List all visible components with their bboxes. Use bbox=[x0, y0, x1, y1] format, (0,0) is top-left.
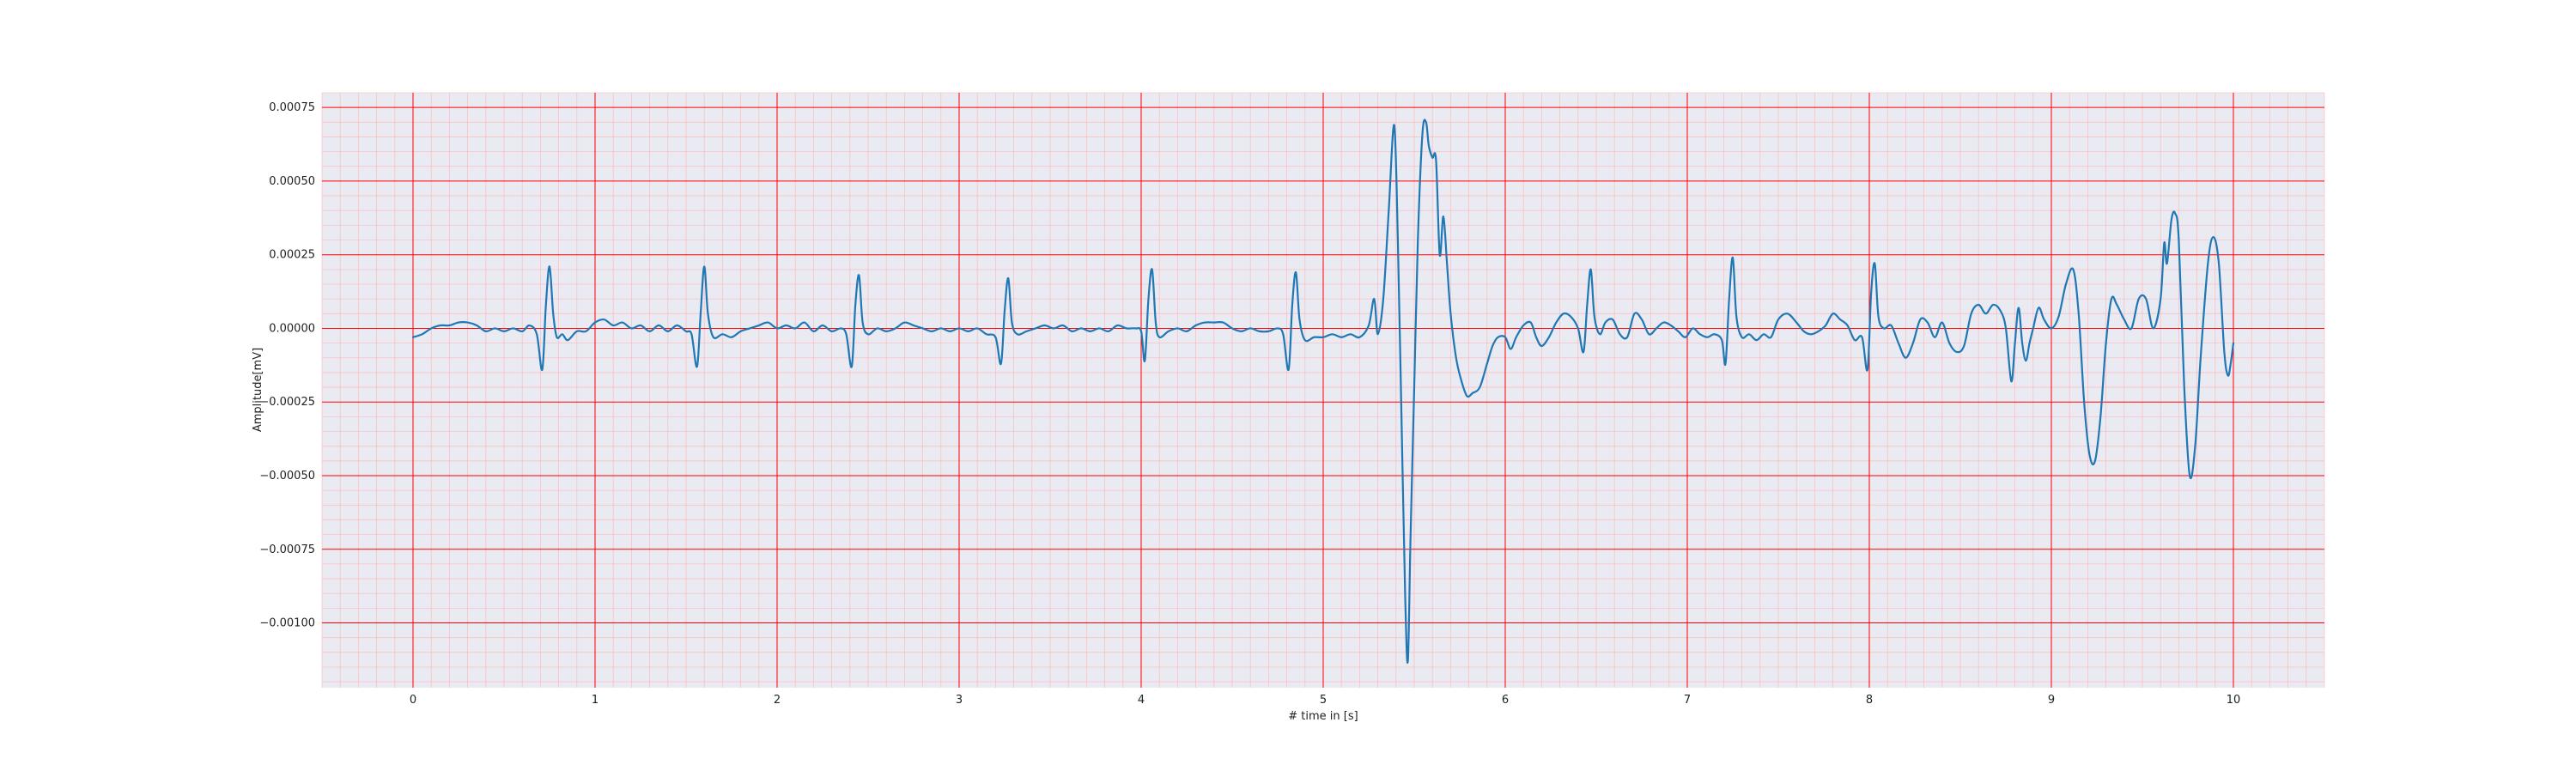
y-tick-label: 0.00050 bbox=[269, 175, 315, 188]
y-axis-label: Amplitude[mV] bbox=[252, 348, 264, 432]
x-tick-label: 10 bbox=[2227, 694, 2241, 707]
x-tick-label: 0 bbox=[410, 694, 416, 707]
major-gridlines bbox=[322, 93, 2324, 688]
x-tick-label: 2 bbox=[774, 694, 781, 707]
y-axis-ticks: 0.00075 0.00050 0.00025 0.00000 −0.00025 −0.0… bbox=[259, 101, 315, 629]
y-tick-label: 0.00025 bbox=[269, 249, 315, 262]
y-tick-label: −0.00025 bbox=[259, 396, 315, 409]
y-tick-label: −0.00075 bbox=[259, 543, 315, 556]
x-axis-ticks: 0 1 2 3 4 5 6 7 8 9 10 bbox=[410, 694, 2240, 707]
y-tick-label: 0.00075 bbox=[269, 101, 315, 114]
ecg-series-line bbox=[411, 118, 2235, 665]
x-tick-label: 5 bbox=[1320, 694, 1327, 707]
x-tick-label: 4 bbox=[1138, 694, 1145, 707]
x-tick-label: 8 bbox=[1866, 694, 1873, 707]
x-tick-label: 7 bbox=[1684, 694, 1691, 707]
y-tick-label: 0.00000 bbox=[269, 322, 315, 335]
x-tick-label: 6 bbox=[1502, 694, 1509, 707]
x-axis-label: # time in [s] bbox=[1288, 710, 1358, 723]
x-tick-label: 3 bbox=[956, 694, 963, 707]
y-tick-label: −0.00100 bbox=[259, 617, 315, 630]
y-tick-label: −0.00050 bbox=[259, 470, 315, 483]
x-tick-label: 9 bbox=[2048, 694, 2055, 707]
series-layer bbox=[411, 118, 2235, 665]
x-tick-label: 1 bbox=[592, 694, 598, 707]
